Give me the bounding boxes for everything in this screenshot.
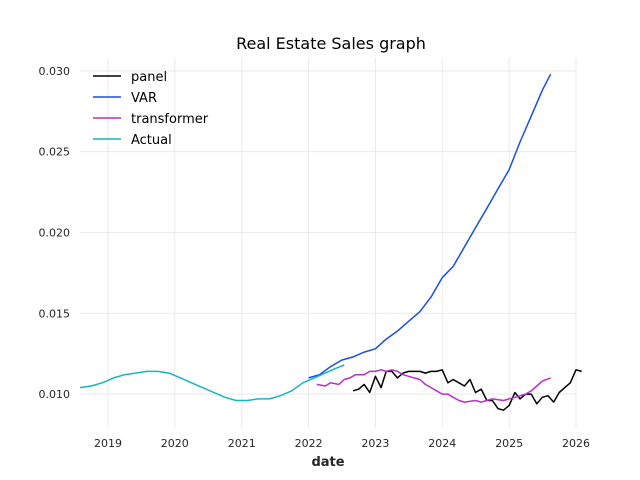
legend-label: VAR bbox=[131, 91, 157, 106]
x-tick-label: 2024 bbox=[428, 437, 456, 450]
series-line-panel bbox=[352, 369, 582, 411]
series-line-transformer bbox=[316, 369, 551, 403]
legend-label: panel bbox=[131, 70, 167, 85]
legend-label: transformer bbox=[131, 112, 209, 127]
y-tick-label: 0.020 bbox=[39, 226, 71, 239]
x-axis-label: date bbox=[311, 455, 344, 470]
x-tick-label: 2023 bbox=[361, 437, 389, 450]
x-tick-label: 2025 bbox=[495, 437, 523, 450]
chart-title: Real Estate Sales graph bbox=[236, 34, 426, 53]
series-line-var bbox=[308, 73, 552, 379]
x-axis-ticks: 2019 2020 2021 2022 2023 2024 2025 2026 bbox=[94, 437, 590, 450]
series-lines bbox=[79, 73, 582, 411]
x-tick-label: 2026 bbox=[562, 437, 590, 450]
x-tick-label: 2021 bbox=[228, 437, 256, 450]
x-tick-label: 2019 bbox=[94, 437, 122, 450]
y-tick-label: 0.025 bbox=[39, 146, 71, 159]
y-tick-label: 0.015 bbox=[39, 307, 71, 320]
y-tick-label: 0.010 bbox=[39, 388, 71, 401]
legend: panel VAR transformer Actual bbox=[93, 70, 209, 148]
series-line-actual bbox=[79, 364, 345, 402]
x-tick-label: 2020 bbox=[161, 437, 189, 450]
legend-label: Actual bbox=[131, 133, 172, 148]
y-tick-label: 0.030 bbox=[39, 65, 71, 78]
x-tick-label: 2022 bbox=[295, 437, 323, 450]
grid bbox=[80, 58, 577, 428]
y-axis-ticks: 0.010 0.015 0.020 0.025 0.030 bbox=[39, 65, 71, 401]
